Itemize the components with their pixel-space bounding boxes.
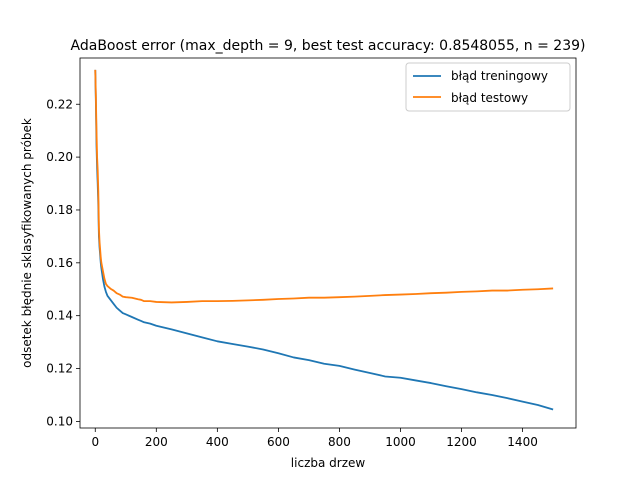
- x-tick-label: 600: [267, 435, 290, 449]
- x-axis-label: liczba drzew: [291, 456, 366, 470]
- x-tick-label: 0: [91, 435, 99, 449]
- x-tick-label: 400: [206, 435, 229, 449]
- chart-title: AdaBoost error (max_depth = 9, best test…: [71, 38, 586, 54]
- series-line-1: [94, 69, 554, 304]
- x-tick-label: 200: [145, 435, 168, 449]
- legend-label-train: błąd treningowy: [451, 69, 548, 83]
- legend: błąd treningowy błąd testowy: [405, 62, 571, 112]
- x-tick-label: 1400: [507, 435, 538, 449]
- legend-box: [405, 62, 571, 112]
- y-axis-ticks: 0.10 0.12 0.14 0.16 0.18 0.20 0.22: [46, 97, 80, 428]
- y-tick-label: 0.20: [46, 150, 73, 164]
- legend-label-test: błąd testowy: [451, 91, 528, 105]
- x-tick-label: 1000: [385, 435, 416, 449]
- plot-frame: [79, 57, 577, 429]
- y-tick-label: 0.12: [46, 362, 73, 376]
- y-tick-label: 0.16: [46, 256, 73, 270]
- y-tick-label: 0.22: [46, 97, 73, 111]
- y-tick-label: 0.14: [46, 309, 73, 323]
- y-axis-label: odsetek błędnie sklasyfikowanych próbek: [20, 118, 34, 368]
- x-tick-label: 1200: [446, 435, 477, 449]
- x-tick-label: 800: [328, 435, 351, 449]
- x-axis-ticks: 0 200 400 600 800 1000 1200 1400: [91, 428, 538, 449]
- plot-lines: [94, 69, 554, 411]
- y-tick-label: 0.10: [46, 414, 73, 428]
- y-tick-label: 0.18: [46, 203, 73, 217]
